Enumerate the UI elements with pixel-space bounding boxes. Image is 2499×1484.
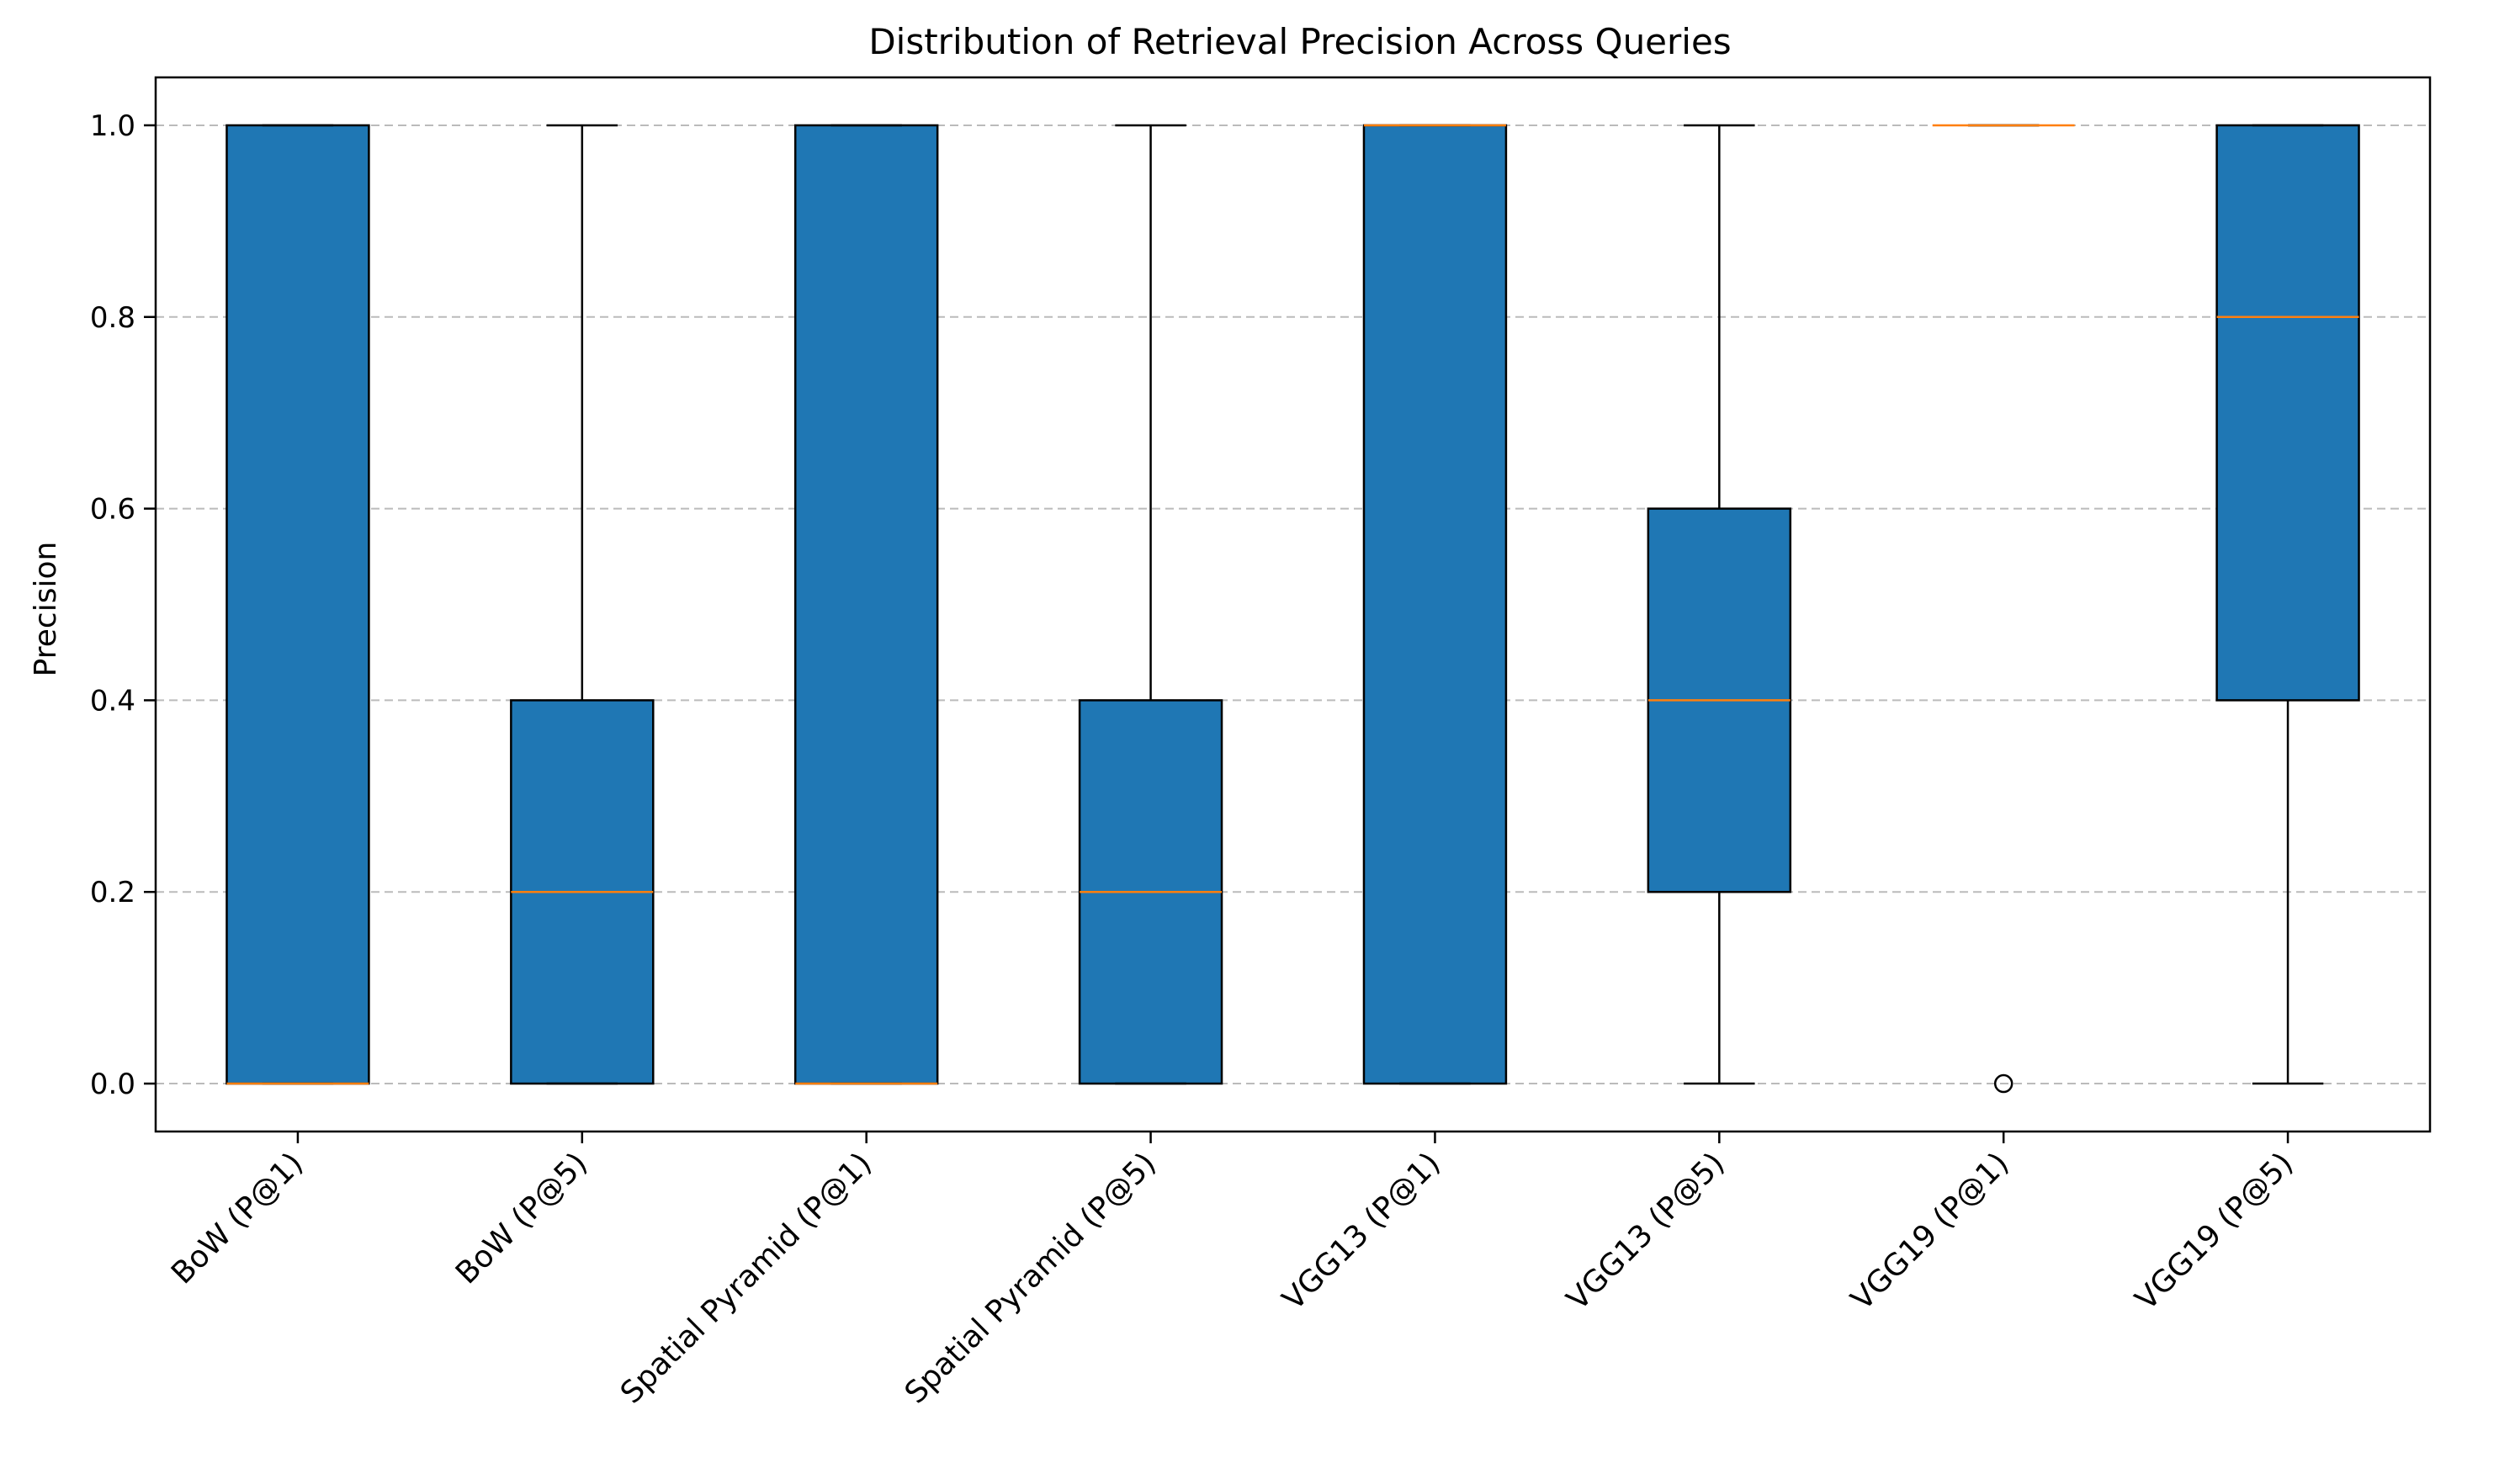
box-5: [1362, 124, 1508, 1085]
box-1: [225, 124, 370, 1085]
y-tick-label: 0.2: [90, 876, 135, 909]
box-7: [1932, 124, 2075, 1094]
chart-title: Distribution of Retrieval Precision Acro…: [868, 21, 1731, 62]
plot-area-frame: [154, 76, 2432, 1133]
box-8: [2215, 124, 2360, 1085]
outlier-point: [1993, 1073, 2014, 1094]
box-2: [510, 124, 655, 1085]
y-tick-label: 0.4: [90, 684, 135, 718]
y-axis-ticks: 0.0 0.2 0.4 0.6 0.8 1.0: [90, 109, 156, 1101]
box-body: [225, 124, 370, 1085]
box-body: [2215, 124, 2360, 702]
y-tick-label: 0.6: [90, 493, 135, 527]
y-axis-label: Precision: [29, 542, 63, 677]
y-tick-label: 0.0: [90, 1068, 135, 1101]
box-3: [793, 124, 939, 1085]
box-body: [1362, 124, 1508, 1085]
y-tick-label: 0.8: [90, 301, 135, 335]
box-series: [225, 124, 2360, 1094]
y-tick-label: 1.0: [90, 109, 135, 143]
box-4: [1078, 124, 1223, 1085]
box-6: [1647, 124, 1792, 1085]
box-body: [793, 124, 939, 1085]
